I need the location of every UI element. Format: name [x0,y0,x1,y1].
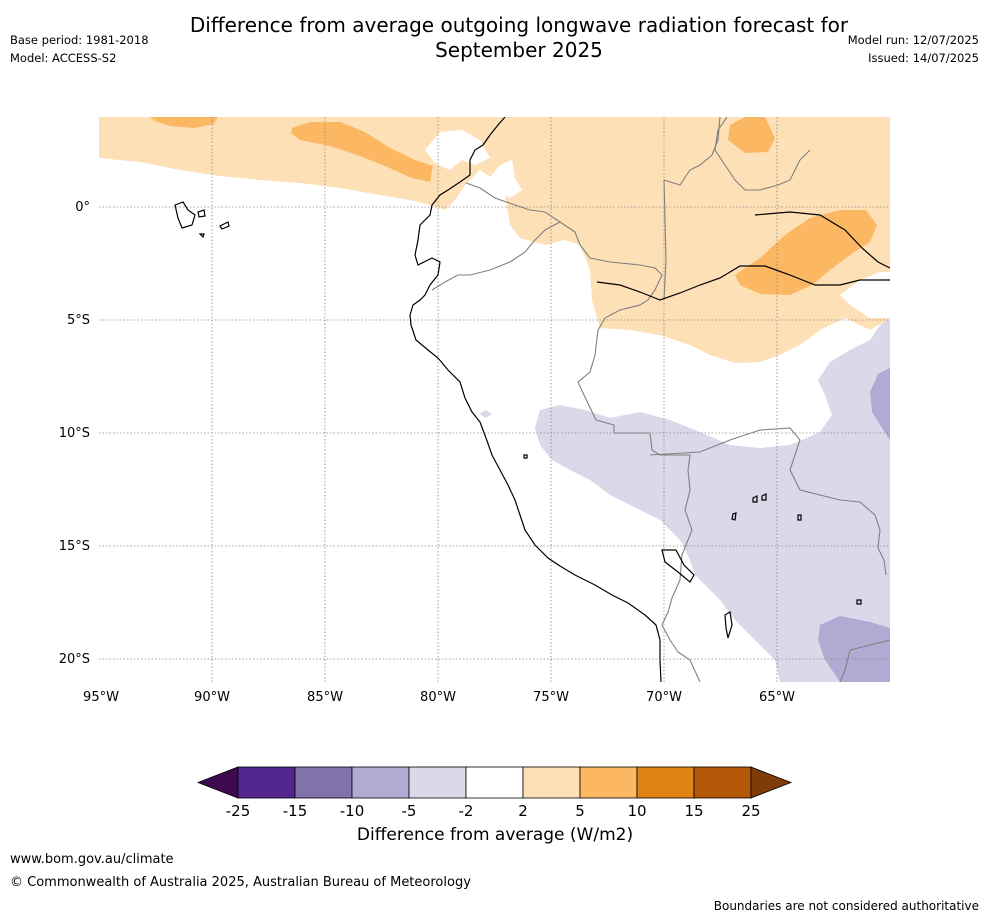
title-line-2: September 2025 [435,38,603,62]
lon-label-75w: 75°W [533,690,569,705]
lon-label-90w: 90°W [194,690,230,705]
colorbar-swatch-9 [693,766,752,799]
lat-axis-labels: 0° 5°S 10°S 15°S 20°S [59,200,90,667]
colorbar-swatch-3 [351,766,410,799]
anomaly-positive-mid-nw [150,117,218,128]
colorbar: -25 -15 -10 -5 -2 2 5 10 15 25 [196,766,793,820]
model-name: Model: ACCESS-S2 [10,51,117,65]
anomaly-negative-mid-east [870,368,890,440]
lon-label-80w: 80°W [420,690,456,705]
anomaly-neutral-gap-east [840,272,890,318]
lat-label-20s: 20°S [59,652,90,667]
meta-left: Base period: 1981-2018 Model: ACCESS-S2 [10,31,149,67]
model-run: Model run: 12/07/2025 [847,33,979,47]
lat-label-10s: 10°S [59,426,90,441]
gridlines [99,117,890,682]
anomaly-negative-weak-spot [479,410,492,418]
colorbar-swatch-6 [522,766,581,799]
footer-url: www.bom.gov.au/climate [10,852,174,867]
map-area [99,117,890,682]
colorbar-tick-label: -10 [340,802,365,820]
lon-label-95w: 95°W [83,690,119,705]
chart-title: Difference from average outgoing longwav… [0,13,988,63]
meta-right: Model run: 12/07/2025 Issued: 14/07/2025 [848,31,979,67]
base-period: Base period: 1981-2018 [10,33,149,47]
country-borders [431,117,890,682]
colorbar-swatch-2 [294,766,353,799]
anomaly-positive-mid-ne [728,117,775,153]
anomaly-neutral-gap-north [425,130,490,170]
lon-axis-labels: 95°W 90°W 85°W 80°W 75°W 70°W 65°W [83,690,795,705]
colorbar-swatch-8 [636,766,695,799]
issued-date: Issued: 14/07/2025 [868,51,979,65]
colorbar-tick-label: 25 [741,802,760,820]
colorbar-extend-high [750,766,793,799]
lat-label-5s: 5°S [67,313,90,328]
colorbar-tick-label: -5 [402,802,417,820]
colorbar-tick-label: -2 [459,802,474,820]
title-line-1: Difference from average outgoing longwav… [189,13,849,37]
lat-label-15s: 15°S [59,539,90,554]
colorbar-extend-low [196,766,239,799]
footer-note: Boundaries are not considered authoritat… [713,899,979,913]
colorbar-tick-label: 5 [575,802,585,820]
colorbar-swatch-5 [465,766,524,799]
colorbar-swatch-7 [579,766,638,799]
anomaly-negative-weak [535,318,890,682]
colorbar-tick-label: 10 [627,802,646,820]
colorbar-swatch-1 [237,766,296,799]
colorbar-tick-label: -25 [226,802,251,820]
lon-label-70w: 70°W [646,690,682,705]
anomaly-neutral-gap-colombia [488,160,522,198]
colorbar-tick-label: -15 [283,802,308,820]
colorbar-tick-label: 2 [518,802,528,820]
lat-label-0: 0° [75,200,90,215]
coastlines [174,117,890,682]
colorbar-tick-label: 15 [684,802,703,820]
lon-label-85w: 85°W [307,690,343,705]
lon-label-65w: 65°W [759,690,795,705]
anomaly-positive-weak-north [99,117,890,363]
footer-copyright: © Commonwealth of Australia 2025, Austra… [10,875,471,890]
anomaly-positive-mid-amazon [735,210,877,295]
anomaly-positive-mid-ocean [291,122,433,182]
colorbar-swatch-4 [408,766,467,799]
colorbar-label: Difference from average (W/m2) [356,825,634,845]
